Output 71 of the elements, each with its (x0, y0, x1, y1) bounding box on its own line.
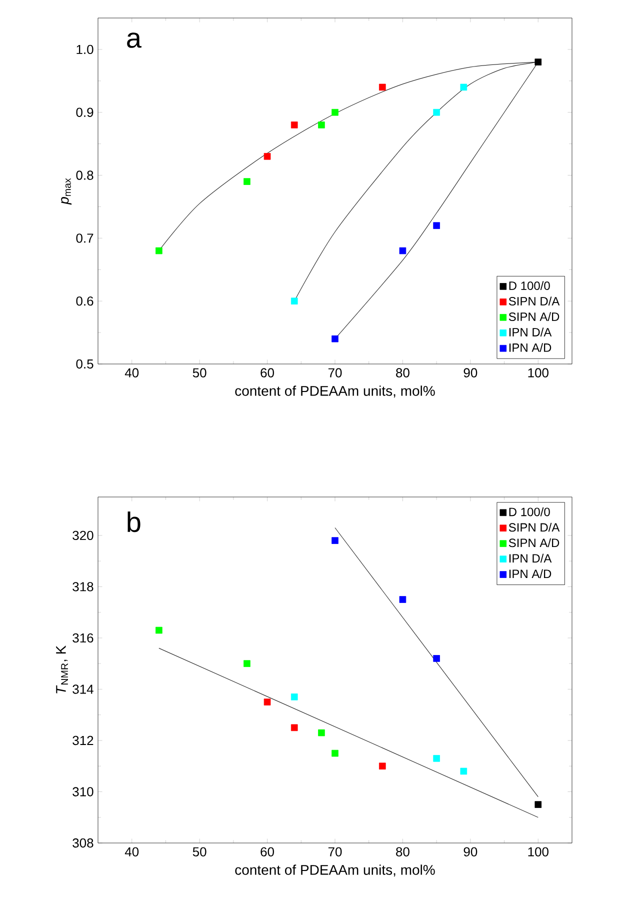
y-tick-label: 310 (72, 787, 94, 796)
x-tick-label: 60 (260, 368, 274, 378)
y-axis-title: p$_{max}$ (61, 178, 72, 205)
point (332, 108, 338, 116)
point (534, 58, 542, 66)
annotation: a (127, 32, 142, 48)
y-tick-label: 1.0 (76, 44, 94, 54)
point (534, 801, 542, 808)
y-axis-title: T$_{NMR}$, K (56, 645, 68, 694)
point (290, 122, 298, 128)
x-tick-label: 100 (528, 368, 548, 378)
point (318, 122, 325, 128)
point (460, 768, 468, 775)
point (460, 84, 468, 91)
point (264, 152, 271, 160)
point (332, 335, 338, 342)
x-tick-label: 80 (396, 847, 410, 856)
point (332, 537, 338, 544)
legend-label: D 100/0 (509, 281, 550, 290)
point (156, 626, 162, 634)
x-tick-label: 40 (124, 847, 139, 856)
point (244, 660, 250, 667)
x-axis-title: content of PDEAAm units, mol% (235, 864, 435, 877)
x-tick-label: 40 (124, 368, 139, 378)
x-tick-label: 100 (528, 847, 548, 856)
point (156, 247, 162, 254)
point (290, 694, 298, 700)
x-tick-label: 90 (464, 847, 478, 856)
x-tick-label: 80 (396, 368, 410, 378)
y-tick-label: 0.8 (76, 170, 94, 180)
point (244, 178, 250, 185)
y-tick-label: 314 (72, 684, 94, 694)
point (378, 762, 386, 770)
y-tick-label: 320 (72, 530, 94, 540)
y-tick-label: 312 (72, 736, 94, 746)
x-axis-title: content of PDEAAm units, mol% (235, 386, 435, 398)
x-tick-label: 60 (260, 847, 274, 856)
legend-label: IPN D/A (509, 554, 552, 563)
point (290, 298, 298, 304)
point (264, 698, 271, 706)
point (433, 222, 440, 229)
point (433, 108, 440, 116)
x-tick-label: 70 (328, 847, 342, 856)
point (399, 247, 406, 254)
y-tick-label: 0.6 (76, 296, 94, 306)
point (433, 655, 440, 662)
point (332, 750, 338, 757)
y-tick-label: 0.5 (76, 359, 94, 369)
x-tick-label: 50 (192, 368, 206, 378)
legend-label: SIPN D/A (508, 522, 560, 532)
point (399, 596, 406, 603)
x-tick-label: 50 (192, 847, 206, 856)
legend-label: IPN D/A (509, 328, 552, 336)
point (433, 755, 440, 762)
legend-label: SIPN A/D (508, 312, 560, 321)
point (318, 729, 325, 736)
legend-label: SIPN A/D (508, 538, 560, 548)
y-tick-label: 308 (72, 838, 94, 848)
legend-label: IPN A/D (509, 343, 552, 352)
legend-label: SIPN D/A (508, 296, 560, 306)
point (378, 84, 386, 91)
x-tick-label: 70 (328, 368, 342, 378)
y-tick-label: 0.9 (76, 108, 94, 117)
y-tick-label: 316 (72, 633, 94, 643)
x-tick-label: 90 (464, 368, 478, 378)
annotation: b (128, 512, 140, 532)
point (290, 724, 298, 732)
y-tick-label: 318 (72, 582, 94, 592)
legend-label: IPN A/D (509, 569, 552, 578)
y-tick-label: 0.7 (76, 234, 94, 243)
legend-label: D 100/0 (509, 507, 550, 516)
